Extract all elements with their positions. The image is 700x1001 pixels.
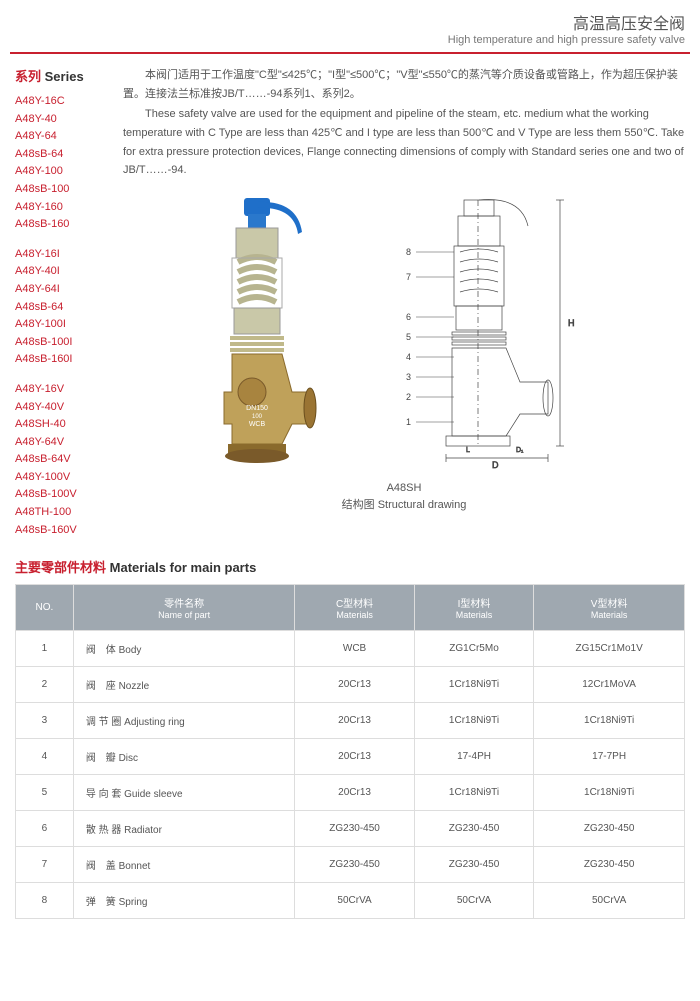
series-model: A48Y-64I: [15, 281, 105, 299]
description-column: 本阀门适用于工作温度"C型"≤425℃；"I型"≤500℃；"V型"≤550℃的…: [123, 66, 685, 551]
table-row: 6散 热 器 RadiatorZG230-450ZG230-450ZG230-4…: [16, 811, 685, 847]
series-model: A48Y-100: [15, 163, 105, 181]
page-header: 高温高压安全阀 High temperature and high pressu…: [0, 0, 700, 52]
table-header: C型材料Materials: [295, 585, 414, 631]
series-model: A48sB-100: [15, 181, 105, 199]
svg-text:2: 2: [406, 392, 411, 402]
svg-text:6: 6: [406, 312, 411, 322]
table-row: 2阀 座 Nozzle20Cr131Cr18Ni9Ti12Cr1MoVA: [16, 667, 685, 703]
series-model: A48Y-160: [15, 199, 105, 217]
series-model: A48Y-16I: [15, 246, 105, 264]
series-model: A48Y-16V: [15, 381, 105, 399]
series-model: A48Y-100V: [15, 469, 105, 487]
series-model: A48sB-64: [15, 299, 105, 317]
materials-title: 主要零部件材料 Materials for main parts: [15, 557, 685, 576]
series-model: A48SH-40: [15, 416, 105, 434]
series-model: A48sB-100V: [15, 486, 105, 504]
table-header: I型材料Materials: [414, 585, 533, 631]
series-model: A48Y-64: [15, 128, 105, 146]
table-row: 1阀 体 BodyWCBZG1Cr5MoZG15Cr1Mo1V: [16, 631, 685, 667]
product-photo: DN150 100 WCB: [182, 192, 332, 472]
table-header: 零件名称Name of part: [73, 585, 295, 631]
svg-text:100: 100: [252, 414, 263, 420]
svg-text:D₁: D₁: [516, 447, 524, 454]
series-list: A48Y-16CA48Y-40A48Y-64A48sB-64A48Y-100A4…: [15, 93, 105, 539]
series-title: 系列 Series: [15, 66, 105, 85]
series-model: A48Y-16C: [15, 93, 105, 111]
table-row: 8弹 簧 Spring50CrVA50CrVA50CrVA: [16, 883, 685, 919]
svg-text:8: 8: [406, 247, 411, 257]
divider: [10, 52, 690, 54]
series-model: A48sB-100I: [15, 334, 105, 352]
svg-text:4: 4: [406, 352, 411, 362]
svg-text:1: 1: [406, 417, 411, 427]
series-model: A48Y-100I: [15, 316, 105, 334]
table-row: 7阀 盖 BonnetZG230-450ZG230-450ZG230-450: [16, 847, 685, 883]
table-row: 4阀 瓣 Disc20Cr1317-4PH17-7PH: [16, 739, 685, 775]
figure-caption: A48SH 结构图 Structural drawing: [123, 480, 685, 513]
svg-text:D: D: [492, 460, 499, 470]
table-row: 3调 节 圈 Adjusting ring20Cr131Cr18Ni9Ti1Cr…: [16, 703, 685, 739]
series-model: A48Y-40: [15, 111, 105, 129]
title-cn: 高温高压安全阀: [15, 10, 685, 34]
svg-text:L: L: [466, 447, 470, 454]
series-model: A48sB-160V: [15, 522, 105, 540]
svg-text:DN150: DN150: [246, 405, 268, 412]
svg-text:5: 5: [406, 332, 411, 342]
svg-text:7: 7: [406, 272, 411, 282]
series-sidebar: 系列 Series A48Y-16CA48Y-40A48Y-64A48sB-64…: [15, 66, 105, 551]
description-cn: 本阀门适用于工作温度"C型"≤425℃；"I型"≤500℃；"V型"≤550℃的…: [123, 66, 685, 103]
series-model: A48Y-64V: [15, 434, 105, 452]
series-model: A48Y-40V: [15, 399, 105, 417]
series-model: A48TH-100: [15, 504, 105, 522]
table-row: 5导 向 套 Guide sleeve20Cr131Cr18Ni9Ti1Cr18…: [16, 775, 685, 811]
title-en: High temperature and high pressure safet…: [15, 34, 685, 46]
table-header: NO.: [16, 585, 74, 631]
series-model: A48Y-40I: [15, 263, 105, 281]
svg-text:3: 3: [406, 372, 411, 382]
svg-text:WCB: WCB: [249, 421, 266, 428]
svg-text:H: H: [568, 318, 575, 328]
structural-drawing: H D L D₁ 8 7 6 5 4 3 2 1: [346, 192, 626, 472]
description-en: These safety valve are used for the equi…: [123, 105, 685, 180]
series-model: A48sB-160: [15, 216, 105, 234]
materials-table: NO.零件名称Name of partC型材料MaterialsI型材料Mate…: [15, 584, 685, 919]
series-model: A48sB-64V: [15, 451, 105, 469]
series-model: A48sB-160I: [15, 351, 105, 369]
series-model: A48sB-64: [15, 146, 105, 164]
table-header: V型材料Materials: [534, 585, 685, 631]
